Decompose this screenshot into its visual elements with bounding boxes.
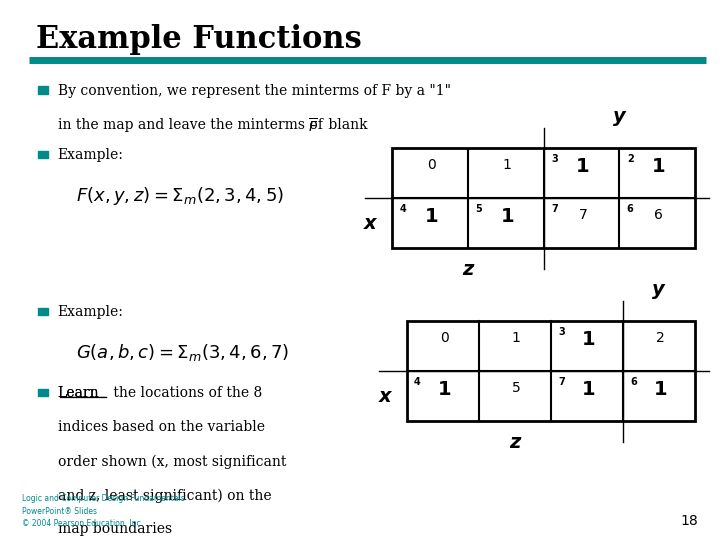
Text: y: y	[613, 107, 626, 126]
Bar	[38, 389, 48, 396]
Text: x: x	[378, 387, 391, 406]
Text: 1: 1	[582, 330, 595, 349]
Text: 5: 5	[475, 205, 482, 214]
Bar	[38, 86, 48, 93]
Text: 0: 0	[428, 159, 436, 172]
Text: 1: 1	[503, 159, 512, 172]
Text: 4: 4	[414, 377, 420, 387]
Text: x: x	[364, 214, 377, 233]
Bar	[407, 321, 695, 421]
Text: $F(x, y, z) = \Sigma_m(2,3,4,5)$: $F(x, y, z) = \Sigma_m(2,3,4,5)$	[76, 185, 284, 207]
Text: Learn: Learn	[58, 386, 99, 400]
Text: Example:: Example:	[58, 305, 123, 319]
Text: order shown (x, most significant: order shown (x, most significant	[58, 454, 286, 469]
Text: By convention, we represent the minterms of F by a "1": By convention, we represent the minterms…	[58, 84, 451, 98]
Bar	[392, 148, 695, 248]
Text: 4: 4	[400, 205, 407, 214]
Text: 18: 18	[680, 514, 698, 528]
Text: 1: 1	[654, 380, 667, 399]
Text: 6: 6	[626, 205, 634, 214]
Text: map boundaries: map boundaries	[58, 522, 172, 536]
Text: 1: 1	[438, 380, 451, 399]
Text: 7: 7	[558, 377, 564, 387]
Text: $\overline{F}$: $\overline{F}$	[308, 118, 318, 136]
Text: 1: 1	[512, 331, 521, 345]
Text: and z, least significant) on the: and z, least significant) on the	[58, 488, 271, 503]
Text: 2: 2	[626, 154, 634, 165]
Text: y: y	[652, 280, 665, 299]
Text: 5: 5	[512, 381, 521, 395]
Text: 2: 2	[656, 331, 665, 345]
Text: 3: 3	[552, 154, 558, 165]
Text: 1: 1	[500, 207, 514, 226]
Text: 1: 1	[425, 207, 438, 226]
Text: 7: 7	[579, 208, 588, 222]
Text: Example Functions: Example Functions	[36, 24, 361, 55]
Bar	[38, 308, 48, 315]
Text: in the map and leave the minterms of: in the map and leave the minterms of	[58, 118, 327, 132]
Text: Learn: Learn	[58, 386, 99, 400]
Text: Example:: Example:	[58, 148, 123, 163]
Text: indices based on the variable: indices based on the variable	[58, 420, 265, 434]
Text: Logic and Computer Design Fundamentals
PowerPoint® Slides
© 2004 Pearson Educati: Logic and Computer Design Fundamentals P…	[22, 494, 184, 528]
Text: $G(a, b, c) = \Sigma_m(3,4,6,7)$: $G(a, b, c) = \Sigma_m(3,4,6,7)$	[76, 342, 289, 363]
Text: blank: blank	[324, 118, 368, 132]
Text: 3: 3	[558, 327, 564, 338]
Text: the locations of the 8: the locations of the 8	[109, 386, 263, 400]
Text: z: z	[462, 260, 474, 279]
Text: 1: 1	[576, 158, 590, 177]
Text: 1: 1	[652, 158, 665, 177]
Text: 7: 7	[552, 205, 558, 214]
Text: 1: 1	[582, 380, 595, 399]
Text: 0: 0	[440, 331, 449, 345]
Text: 6: 6	[654, 208, 663, 222]
Text: z: z	[509, 433, 521, 452]
Text: 6: 6	[630, 377, 636, 387]
Bar	[38, 151, 48, 158]
